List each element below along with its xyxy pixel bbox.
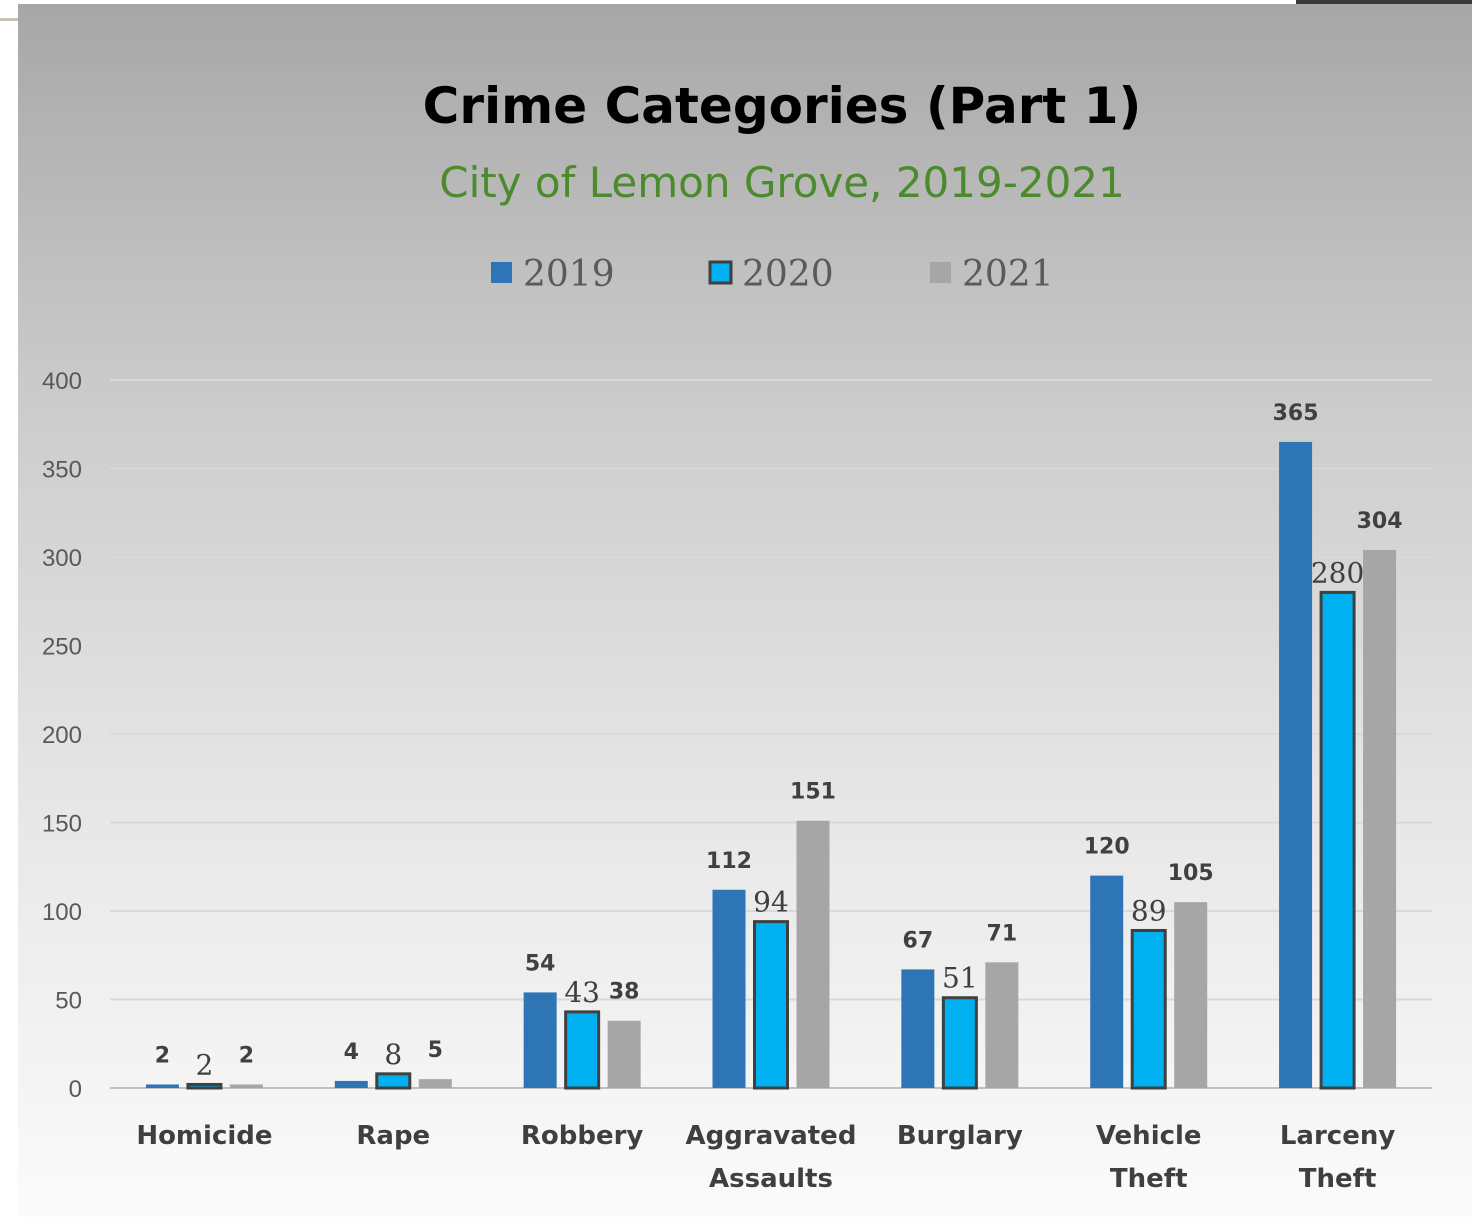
legend-label: 2020 bbox=[742, 254, 834, 295]
data-label: 38 bbox=[609, 980, 640, 1005]
bar bbox=[753, 920, 789, 1090]
x-tick-label: Robbery bbox=[521, 1121, 644, 1151]
bar bbox=[712, 889, 746, 1088]
bar bbox=[1174, 902, 1208, 1088]
frame-edge-decoration bbox=[0, 18, 18, 21]
bar bbox=[564, 1010, 601, 1090]
data-label: 120 bbox=[1084, 835, 1130, 860]
data-label: 67 bbox=[903, 928, 934, 953]
x-tick-label: Burglary bbox=[897, 1121, 1023, 1151]
x-tick-label: Assaults bbox=[709, 1164, 833, 1194]
data-label: 280 bbox=[1311, 556, 1364, 589]
bar bbox=[1090, 875, 1124, 1088]
bar bbox=[1279, 441, 1313, 1088]
y-tick-label: 150 bbox=[42, 811, 82, 838]
bar bbox=[229, 1084, 263, 1088]
data-label: 365 bbox=[1273, 401, 1319, 426]
x-tick-label: Rape bbox=[356, 1121, 430, 1151]
bar bbox=[796, 820, 830, 1088]
chart-subtitle: City of Lemon Grove, 2019-2021 bbox=[439, 158, 1125, 207]
bar bbox=[375, 1072, 412, 1090]
bar bbox=[334, 1080, 368, 1088]
y-tick-label: 50 bbox=[55, 988, 82, 1015]
x-tick-label: Homicide bbox=[136, 1121, 272, 1151]
data-label: 2 bbox=[239, 1043, 254, 1068]
data-label: 151 bbox=[790, 780, 836, 805]
y-tick-label: 400 bbox=[42, 368, 82, 395]
data-label: 4 bbox=[344, 1040, 359, 1065]
x-axis-labels: Homicide Rape Robbery Aggravated Assaults Bur… bbox=[136, 1121, 1395, 1194]
data-label: 8 bbox=[384, 1038, 402, 1071]
bar bbox=[1319, 590, 1356, 1090]
bar bbox=[418, 1079, 452, 1088]
data-label: 2 bbox=[155, 1043, 170, 1068]
legend-label: 2021 bbox=[962, 254, 1054, 295]
y-tick-label: 0 bbox=[69, 1076, 82, 1103]
x-tick-label: Larceny bbox=[1280, 1121, 1395, 1151]
legend-swatch bbox=[708, 260, 733, 285]
y-tick-label: 350 bbox=[42, 457, 82, 484]
data-label: 43 bbox=[564, 976, 600, 1009]
bar bbox=[186, 1082, 223, 1090]
bar bbox=[523, 992, 557, 1088]
data-label: 71 bbox=[987, 921, 1018, 946]
legend-label: 2019 bbox=[523, 254, 615, 295]
data-label: 304 bbox=[1357, 509, 1403, 534]
y-tick-label: 200 bbox=[42, 722, 82, 749]
x-tick-label: Theft bbox=[1110, 1164, 1188, 1194]
legend-swatch bbox=[930, 262, 951, 283]
legend: 2019 2020 2021 bbox=[491, 254, 1054, 295]
x-tick-label: Theft bbox=[1299, 1164, 1377, 1194]
bar bbox=[941, 996, 978, 1090]
y-axis-ticks: 0 50 100 150 200 250 300 350 400 bbox=[42, 368, 82, 1103]
bar bbox=[145, 1084, 179, 1088]
bar bbox=[985, 962, 1019, 1088]
legend-swatch bbox=[491, 262, 512, 283]
data-label: 89 bbox=[1131, 894, 1167, 927]
y-tick-label: 300 bbox=[42, 545, 82, 572]
data-label: 2 bbox=[196, 1048, 214, 1081]
data-label: 54 bbox=[525, 951, 556, 976]
data-label: 51 bbox=[942, 962, 978, 995]
bar bbox=[1130, 928, 1167, 1090]
x-tick-label: Vehicle bbox=[1096, 1121, 1202, 1151]
bar bbox=[901, 969, 935, 1088]
bars bbox=[145, 441, 1397, 1090]
frame-edge-decoration bbox=[1296, 0, 1472, 4]
y-tick-label: 250 bbox=[42, 634, 82, 661]
chart-title: Crime Categories (Part 1) bbox=[423, 77, 1142, 135]
data-label: 5 bbox=[428, 1038, 443, 1063]
y-tick-label: 100 bbox=[42, 899, 82, 926]
x-tick-label: Aggravated bbox=[686, 1121, 857, 1151]
data-label: 94 bbox=[753, 886, 789, 919]
bar bbox=[607, 1020, 641, 1088]
bar bbox=[1363, 549, 1397, 1088]
data-label: 105 bbox=[1168, 861, 1214, 886]
data-label: 112 bbox=[706, 849, 752, 874]
